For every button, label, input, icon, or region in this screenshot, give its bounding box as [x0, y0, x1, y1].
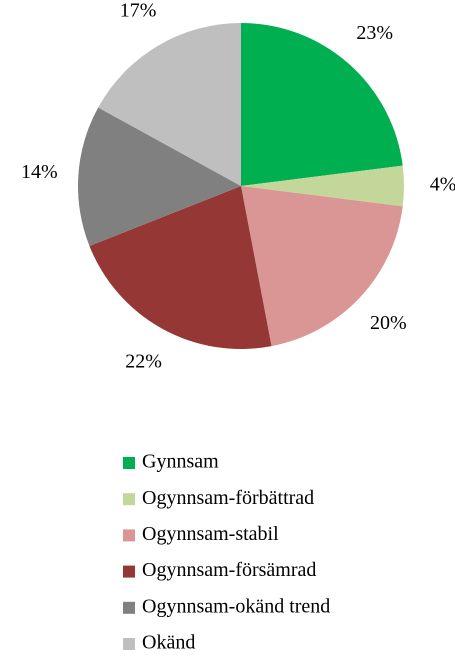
data-label: 17%: [120, 0, 157, 22]
pie-slice: [241, 165, 404, 207]
pie-slice: [241, 23, 403, 186]
data-label: 4%: [430, 174, 455, 196]
pie-slice: [241, 186, 403, 347]
data-label: 14%: [21, 161, 58, 183]
legend-label: Okänd: [142, 632, 195, 654]
legend-swatch: [123, 638, 135, 650]
data-label: 20%: [370, 312, 407, 334]
legend-swatch: [123, 529, 135, 542]
legend-label: Gynnsam: [142, 451, 219, 473]
legend-label: Ogynnsam-okänd trend: [142, 595, 330, 617]
legend-swatch: [123, 493, 135, 506]
legend-label: Ogynnsam-förbättrad: [142, 487, 314, 509]
data-label: 22%: [125, 351, 162, 373]
pie-slice: [89, 186, 272, 349]
pie-slice: [78, 107, 241, 247]
data-label: 23%: [356, 22, 393, 44]
pie-slice: [98, 23, 241, 186]
legend-label: Ogynnsam-stabil: [142, 523, 279, 545]
legend-swatch: [123, 601, 135, 614]
legend-label: Ogynnsam-försämrad: [142, 559, 316, 581]
legend-swatch: [123, 565, 135, 578]
legend-swatch: [123, 457, 135, 469]
